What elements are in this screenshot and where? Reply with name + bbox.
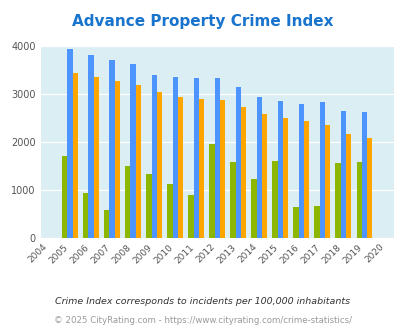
Bar — [277, 101, 282, 238]
Bar — [256, 97, 261, 238]
Bar — [72, 74, 78, 238]
Text: © 2025 CityRating.com - https://www.cityrating.com/crime-statistics/: © 2025 CityRating.com - https://www.city… — [54, 316, 351, 325]
Bar — [83, 193, 88, 238]
Bar — [251, 179, 256, 238]
Bar — [230, 161, 235, 238]
Bar — [104, 210, 109, 238]
Bar — [324, 125, 329, 238]
Bar — [293, 207, 298, 238]
Bar — [282, 118, 288, 238]
Bar — [156, 92, 162, 238]
Text: Advance Property Crime Index: Advance Property Crime Index — [72, 14, 333, 29]
Bar — [135, 85, 141, 238]
Bar — [167, 184, 172, 238]
Bar — [340, 111, 345, 238]
Bar — [177, 97, 183, 238]
Bar — [193, 78, 198, 238]
Bar — [272, 161, 277, 238]
Bar — [62, 156, 67, 238]
Text: Crime Index corresponds to incidents per 100,000 inhabitants: Crime Index corresponds to incidents per… — [55, 297, 350, 307]
Bar — [130, 64, 135, 238]
Bar — [198, 99, 204, 238]
Bar — [109, 60, 115, 238]
Bar — [115, 81, 119, 238]
Bar — [235, 87, 240, 238]
Bar — [94, 77, 99, 238]
Bar — [345, 134, 350, 238]
Bar — [88, 55, 94, 238]
Bar — [151, 75, 156, 238]
Bar — [172, 77, 177, 238]
Bar — [214, 78, 219, 238]
Bar — [125, 166, 130, 238]
Bar — [356, 162, 361, 238]
Bar — [219, 100, 224, 238]
Bar — [361, 112, 366, 238]
Bar — [261, 114, 266, 238]
Bar — [209, 144, 214, 238]
Bar — [366, 138, 371, 238]
Bar — [319, 102, 324, 238]
Bar — [188, 195, 193, 238]
Bar — [335, 163, 340, 238]
Bar — [303, 121, 309, 238]
Bar — [314, 206, 319, 238]
Bar — [240, 108, 245, 238]
Bar — [146, 175, 151, 238]
Bar — [298, 104, 303, 238]
Bar — [67, 49, 72, 238]
